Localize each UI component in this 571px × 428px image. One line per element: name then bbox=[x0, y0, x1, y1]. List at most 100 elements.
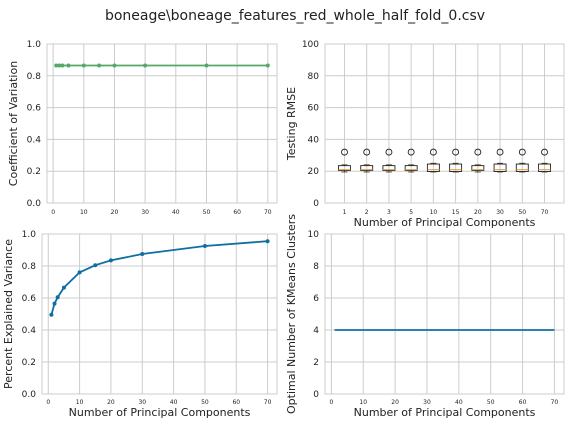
box-body bbox=[471, 165, 485, 171]
x-tick-label: 50 bbox=[203, 209, 211, 216]
box-body bbox=[338, 165, 351, 171]
x-axis-label: Number of Principal Components bbox=[69, 406, 251, 419]
box-body bbox=[449, 163, 463, 172]
outlier-point bbox=[518, 148, 526, 156]
x-tick-label: 20 bbox=[474, 209, 482, 216]
x-tick-label: 20 bbox=[391, 399, 399, 406]
y-tick-label: 2 bbox=[313, 358, 319, 368]
outlier-point bbox=[474, 148, 482, 156]
x-tick-label: 15 bbox=[452, 209, 460, 216]
x-tick-label: 60 bbox=[519, 399, 527, 406]
axes-frame bbox=[324, 43, 565, 204]
y-tick-label: 4 bbox=[313, 326, 319, 336]
y-tick-label: 0.2 bbox=[22, 358, 36, 368]
plot-area bbox=[325, 44, 564, 203]
y-tick-label: 0.8 bbox=[27, 72, 42, 82]
outlier-point bbox=[385, 148, 393, 156]
box-3 bbox=[382, 148, 396, 173]
x-tick-label: 40 bbox=[455, 399, 463, 406]
x-tick-label: 20 bbox=[111, 209, 119, 216]
box-body bbox=[538, 163, 551, 172]
axes-frame bbox=[46, 43, 278, 204]
outlier-point bbox=[363, 148, 371, 156]
x-tick-label: 10 bbox=[76, 399, 84, 406]
plot-area bbox=[47, 44, 277, 203]
plot-area bbox=[42, 234, 277, 394]
y-tick-label: 20 bbox=[308, 167, 320, 177]
box-body bbox=[515, 163, 529, 172]
data-point bbox=[60, 63, 65, 68]
x-tick-label: 10 bbox=[359, 399, 367, 406]
data-point bbox=[81, 63, 86, 68]
y-axis-label: Testing RMSE bbox=[285, 87, 298, 161]
x-tick-label: 50 bbox=[201, 399, 209, 406]
x-tick-label: 30 bbox=[496, 209, 504, 216]
data-point bbox=[108, 258, 113, 263]
data-point bbox=[77, 270, 82, 275]
y-tick-label: 0.8 bbox=[22, 262, 37, 272]
panel-rmse: 0 20 40 60 80 100 1 2 3 5 10 15 20 30 50 70 Testing RMSE… bbox=[285, 40, 565, 229]
box-body bbox=[360, 165, 374, 171]
y-tick-label: 0.4 bbox=[22, 326, 37, 336]
box-50 bbox=[515, 148, 529, 173]
panel-pev: 0.0 0.2 0.4 0.6 0.8 1.0 0 10 20 30 40 50 60 70 Percent… bbox=[2, 230, 278, 419]
x-tick-label: 1 bbox=[343, 209, 347, 216]
data-point bbox=[112, 63, 117, 68]
y-tick-label: 8 bbox=[313, 262, 319, 272]
data-point bbox=[265, 239, 270, 244]
x-tick-label: 10 bbox=[430, 209, 438, 216]
box-15 bbox=[449, 148, 463, 173]
x-tick-label: 40 bbox=[170, 399, 178, 406]
panel-cv: 0.0 0.2 0.4 0.6 0.8 1.0 0 10 20 30 40 50 60 70 Coeffic… bbox=[7, 40, 278, 216]
data-point bbox=[61, 285, 66, 290]
data-point bbox=[55, 295, 60, 300]
box-body bbox=[493, 163, 507, 172]
y-axis-label: Optimal Number of KMeans Clusters bbox=[285, 214, 298, 414]
y-tick-label: 1.0 bbox=[27, 40, 42, 50]
outlier-point bbox=[541, 148, 548, 156]
x-tick-label: 50 bbox=[518, 209, 526, 216]
y-tick-label: 60 bbox=[308, 104, 320, 114]
x-tick-label: 30 bbox=[141, 209, 149, 216]
x-tick-label: 40 bbox=[172, 209, 180, 216]
data-point bbox=[265, 63, 270, 68]
outlier-point bbox=[452, 148, 460, 156]
data-point bbox=[140, 252, 145, 256]
figure-title: boneage\boneage_features_red_whole_half_… bbox=[105, 8, 485, 24]
box-70 bbox=[538, 148, 551, 173]
y-tick-label: 0 bbox=[313, 390, 319, 400]
box-body bbox=[426, 163, 440, 172]
box-body bbox=[382, 165, 396, 171]
x-tick-label: 70 bbox=[264, 399, 272, 406]
box-2 bbox=[360, 148, 374, 173]
x-tick-label: 50 bbox=[487, 399, 495, 406]
x-tick-label: 70 bbox=[264, 209, 272, 216]
y-axis-label: Coefficient of Variation bbox=[7, 61, 20, 186]
data-point bbox=[204, 63, 209, 68]
box-10 bbox=[426, 148, 440, 173]
x-tick-label: 70 bbox=[551, 399, 559, 406]
x-tick-label: 5 bbox=[409, 209, 413, 216]
x-tick-label: 3 bbox=[387, 209, 391, 216]
x-tick-label: 60 bbox=[233, 209, 241, 216]
data-point bbox=[57, 63, 62, 68]
x-tick-label: 2 bbox=[365, 209, 369, 216]
x-tick-label: 10 bbox=[80, 209, 88, 216]
y-tick-label: 0.4 bbox=[27, 135, 42, 145]
data-point bbox=[143, 63, 148, 68]
y-tick-label: 0.6 bbox=[27, 104, 42, 114]
y-tick-label: 0.2 bbox=[27, 167, 41, 177]
data-point bbox=[52, 301, 57, 306]
y-tick-label: 0 bbox=[313, 199, 319, 209]
outlier-point bbox=[496, 148, 504, 156]
x-axis-label: Number of Principal Components bbox=[354, 406, 536, 419]
box-5 bbox=[404, 148, 418, 173]
box-body bbox=[404, 165, 418, 171]
y-tick-label: 1.0 bbox=[22, 230, 37, 240]
x-axis-label: Number of Principal Components bbox=[354, 216, 536, 229]
box-20 bbox=[471, 148, 485, 173]
y-axis-label: Percent Explained Variance bbox=[2, 239, 15, 389]
axes-frame bbox=[41, 233, 278, 395]
data-point bbox=[54, 63, 59, 68]
